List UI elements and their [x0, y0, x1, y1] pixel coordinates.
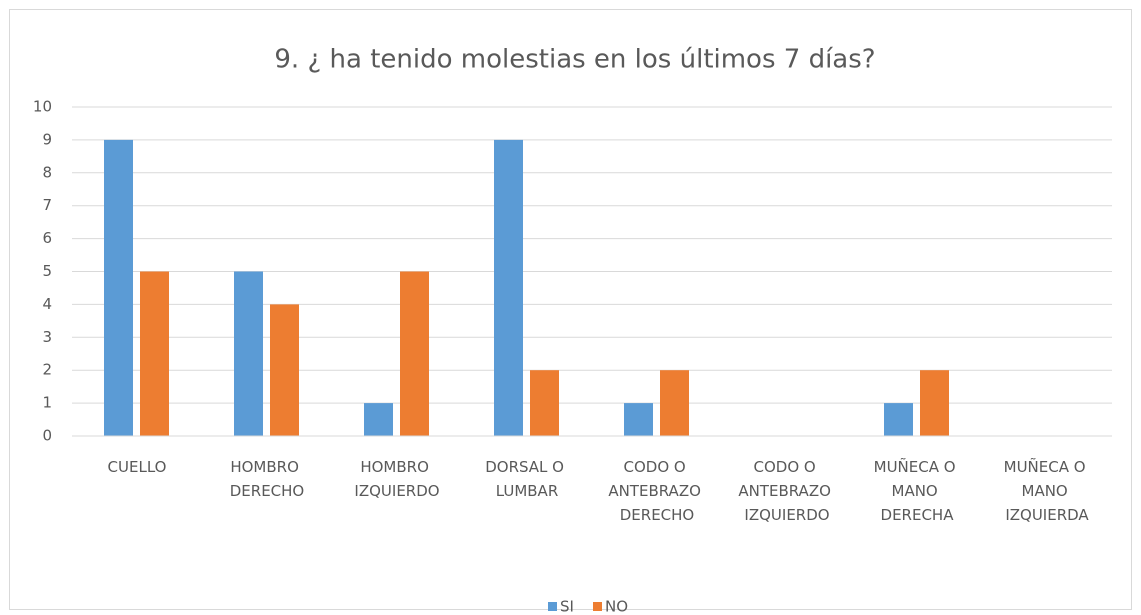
legend-swatch: [548, 602, 557, 611]
y-tick-label: 5: [42, 262, 52, 280]
y-tick-label: 0: [42, 427, 52, 445]
bar: [660, 370, 689, 436]
bar: [364, 403, 393, 436]
y-tick-label: 4: [42, 295, 52, 313]
x-tick-label: CODO O ANTEBRAZO DERECHO: [608, 458, 705, 524]
chart-title: 9. ¿ ha tenido molestias en los últimos …: [274, 45, 875, 75]
legend-swatch: [593, 602, 602, 611]
y-tick-label: 3: [42, 328, 52, 346]
x-tick-label: DORSAL O LUMBAR: [485, 458, 569, 500]
y-tick-label: 1: [42, 394, 52, 412]
bar: [270, 304, 299, 436]
bar: [400, 271, 429, 436]
y-tick-label: 9: [42, 130, 52, 148]
x-tick-label: HOMBRO DERECHO: [230, 458, 305, 500]
y-tick-label: 2: [42, 361, 52, 379]
x-tick-label: MUÑECA O MANO IZQUIERDA: [1004, 457, 1091, 524]
legend-label: SI: [560, 598, 574, 615]
y-tick-label: 10: [33, 98, 52, 116]
x-tick-label: MUÑECA O MANO DERECHA: [874, 457, 961, 524]
y-tick-label: 8: [42, 163, 52, 181]
bar: [140, 271, 169, 436]
chart-border: [9, 9, 1132, 610]
legend-label: NO: [605, 598, 628, 615]
x-tick-label: CODO O ANTEBRAZO IZQUIERDO: [738, 458, 835, 524]
y-tick-label: 7: [42, 196, 52, 214]
x-tick-label: HOMBRO IZQUIERDO: [354, 458, 439, 500]
y-tick-label: 6: [42, 229, 52, 247]
bar: [530, 370, 559, 436]
x-tick-label: CUELLO: [108, 458, 167, 476]
bar: [624, 403, 653, 436]
bar: [104, 139, 133, 436]
bar: [494, 139, 523, 436]
bar: [920, 370, 949, 436]
bar: [884, 403, 913, 436]
bar: [234, 271, 263, 436]
